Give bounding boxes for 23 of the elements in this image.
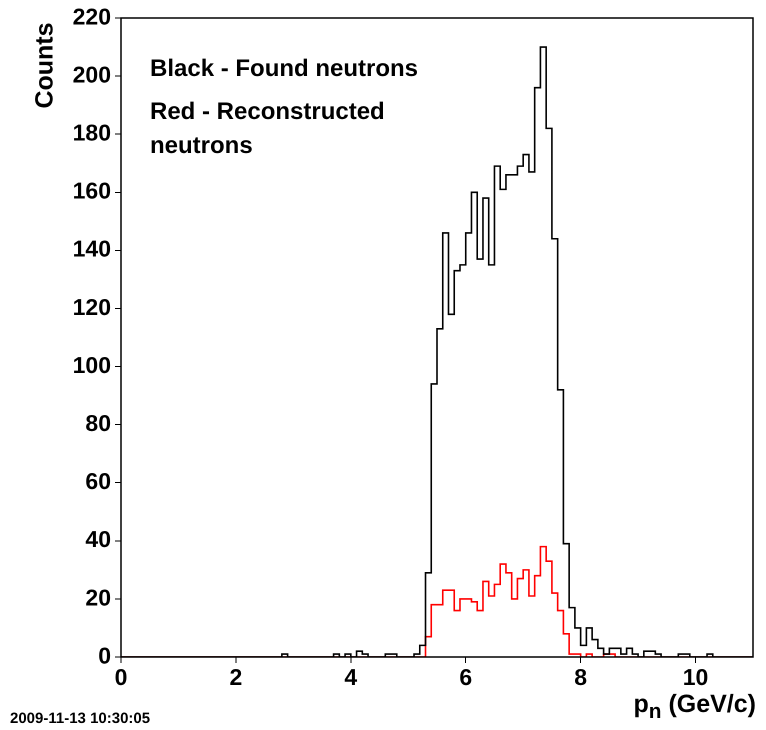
y-tick-label: 200 bbox=[72, 61, 111, 88]
y-tick-label: 0 bbox=[98, 642, 111, 668]
x-tick-label: 4 bbox=[344, 664, 358, 690]
x-tick-label: 2 bbox=[230, 664, 242, 690]
y-tick-label: 180 bbox=[72, 120, 111, 146]
y-tick-label: 60 bbox=[85, 468, 111, 494]
x-axis-title: p$_{n}$ (GeV/c) bbox=[634, 690, 756, 724]
x-tick-label: 8 bbox=[574, 664, 588, 690]
y-axis-title: Counts bbox=[30, 22, 60, 108]
y-tick-label: 160 bbox=[72, 178, 111, 204]
x-tick-label: 10 bbox=[682, 664, 708, 690]
x-tick-label: 6 bbox=[459, 664, 472, 690]
annotation: Black - Found neutrons bbox=[150, 54, 420, 84]
annotation: Red - Reconstructed neutrons bbox=[150, 97, 386, 161]
text: 2009-11-13 10:30:05 bbox=[10, 710, 152, 728]
y-tick-label: 140 bbox=[72, 236, 111, 262]
y-tick-label: 80 bbox=[85, 410, 111, 436]
y-tick-label: 120 bbox=[72, 294, 111, 320]
y-tick-label: 40 bbox=[85, 526, 111, 552]
x-tick-label: 0 bbox=[114, 664, 128, 690]
y-tick-label: 220 bbox=[72, 3, 111, 30]
y-tick-label: 100 bbox=[72, 352, 111, 378]
y-tick-label: 20 bbox=[85, 584, 111, 610]
